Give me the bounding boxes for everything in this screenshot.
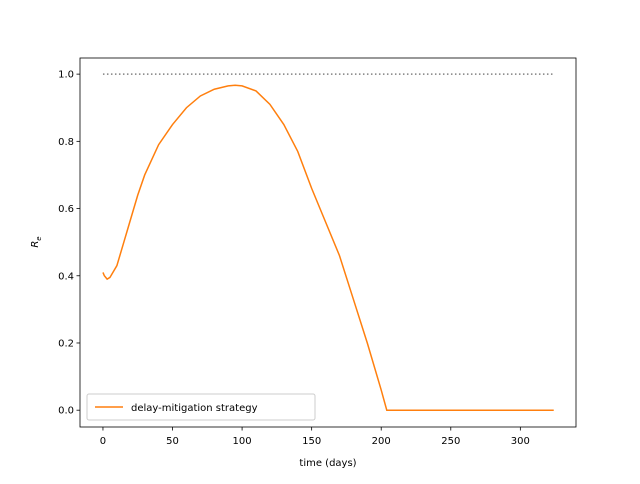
x-axis-label: time (days) <box>299 458 356 469</box>
x-tick-label: 100 <box>233 436 252 447</box>
x-tick-label: 250 <box>441 436 460 447</box>
y-tick-label: 0.8 <box>58 137 74 148</box>
legend-label: delay-mitigation strategy <box>131 403 258 414</box>
legend-box <box>86 393 316 421</box>
y-axis-label: Re <box>30 236 43 247</box>
y-tick-label: 1.0 <box>58 70 74 81</box>
y-tick-label: 0.2 <box>58 338 74 349</box>
y-label-main: R <box>30 241 41 248</box>
y-tick-label: 0.0 <box>58 406 74 417</box>
x-tick-label: 200 <box>372 436 391 447</box>
y-tick-label: 0.6 <box>58 204 74 215</box>
x-tick-label: 50 <box>166 436 179 447</box>
plot-frame <box>79 57 577 428</box>
x-tick-label: 0 <box>100 436 106 447</box>
data-line <box>102 84 554 411</box>
x-tick-label: 150 <box>302 436 321 447</box>
y-label-subscript: e <box>35 236 43 240</box>
x-tick-label: 300 <box>511 436 530 447</box>
y-tick-label: 0.4 <box>58 271 74 282</box>
